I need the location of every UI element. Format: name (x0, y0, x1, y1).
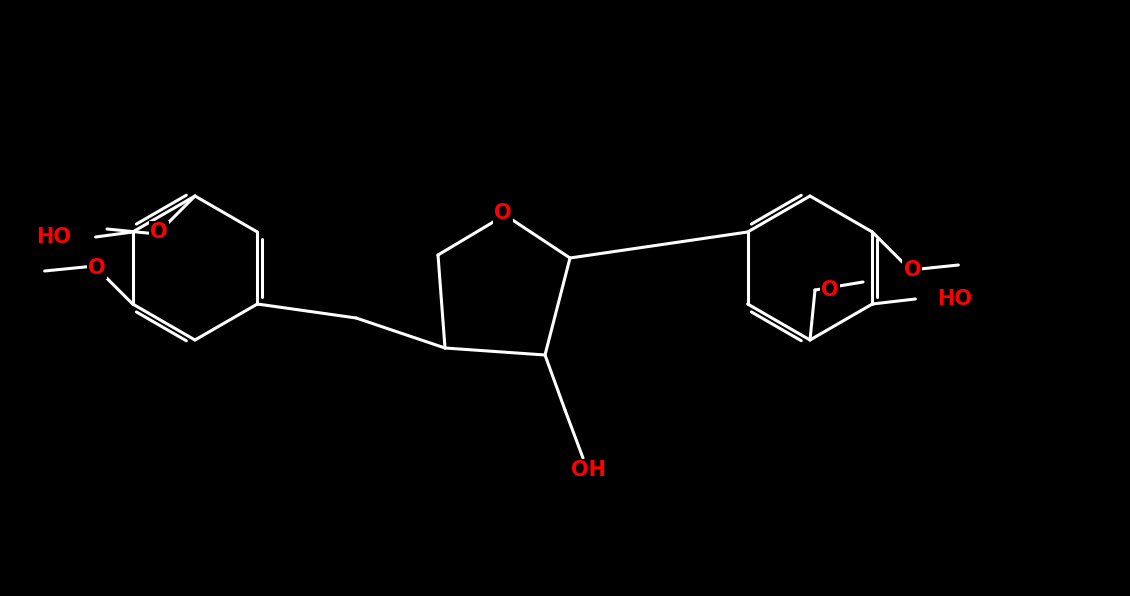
Text: HO: HO (938, 289, 972, 309)
Text: O: O (88, 258, 105, 278)
Text: O: O (494, 203, 512, 223)
Text: O: O (822, 280, 838, 300)
Text: O: O (150, 222, 168, 242)
Text: O: O (904, 260, 921, 280)
Text: HO: HO (36, 227, 71, 247)
Text: OH: OH (571, 460, 606, 480)
